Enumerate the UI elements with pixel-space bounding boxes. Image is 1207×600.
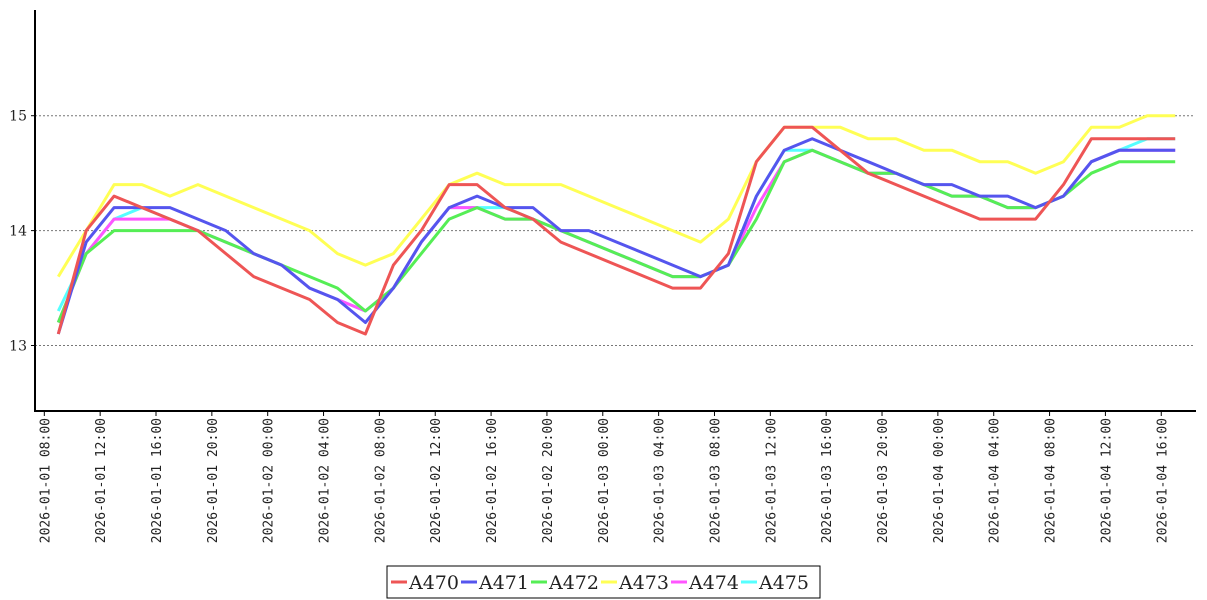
x-tick-label: 2026-01-03 16:00 (820, 418, 835, 543)
axes: 13 14 15 2026-01-01 08:00 2026-01-01 12:00 20… (9, 10, 1196, 543)
x-tick-label: 2026-01-01 20:00 (206, 418, 221, 543)
legend-label: A473 (618, 572, 669, 594)
x-tick-label: 2026-01-04 12:00 (1099, 418, 1114, 543)
series-line (56, 148, 1176, 324)
x-tick-label: 2026-01-02 20:00 (541, 418, 556, 543)
x-tick-label: 2026-01-04 00:00 (932, 418, 947, 543)
x-tick-label: 2026-01-01 08:00 (38, 418, 53, 543)
y-tick-label: 13 (9, 339, 27, 355)
series-line (56, 125, 1176, 336)
x-tick-label: 2026-01-04 04:00 (988, 418, 1003, 543)
x-tick-label: 2026-01-04 08:00 (1044, 418, 1059, 543)
series-line (56, 137, 1176, 313)
x-tick-label: 2026-01-03 04:00 (653, 418, 668, 543)
x-tick-label: 2026-01-03 20:00 (876, 418, 891, 543)
x-tick-label: 2026-01-02 04:00 (318, 418, 333, 543)
y-tick-label: 15 (9, 109, 27, 125)
y-tick-label: 14 (9, 224, 27, 240)
legend-label: A470 (408, 572, 459, 594)
x-tick-label: 2026-01-02 08:00 (373, 418, 388, 543)
series-line (56, 137, 1176, 335)
x-tick-label: 2026-01-02 16:00 (485, 418, 500, 543)
legend: A470 A471 A472 A473 A474 A475 (386, 565, 821, 599)
legend-label: A471 (478, 572, 529, 594)
legend-label: A475 (758, 572, 809, 594)
legend-label: A472 (548, 572, 599, 594)
grid (35, 115, 1195, 347)
x-tick-label: 2026-01-01 16:00 (150, 418, 165, 543)
x-tick-label: 2026-01-02 12:00 (429, 418, 444, 543)
series-line (56, 148, 1176, 324)
x-tick-label: 2026-01-01 12:00 (94, 418, 109, 543)
x-tick-label: 2026-01-03 12:00 (764, 418, 779, 543)
x-tick-label: 2026-01-04 16:00 (1155, 418, 1170, 543)
legend-label: A474 (688, 572, 739, 594)
x-tick-label: 2026-01-03 00:00 (597, 418, 612, 543)
series-line (57, 114, 1176, 278)
lines (56, 114, 1176, 336)
x-tick-label: 2026-01-02 00:00 (262, 418, 277, 543)
x-tick-label: 2026-01-03 08:00 (708, 418, 723, 543)
